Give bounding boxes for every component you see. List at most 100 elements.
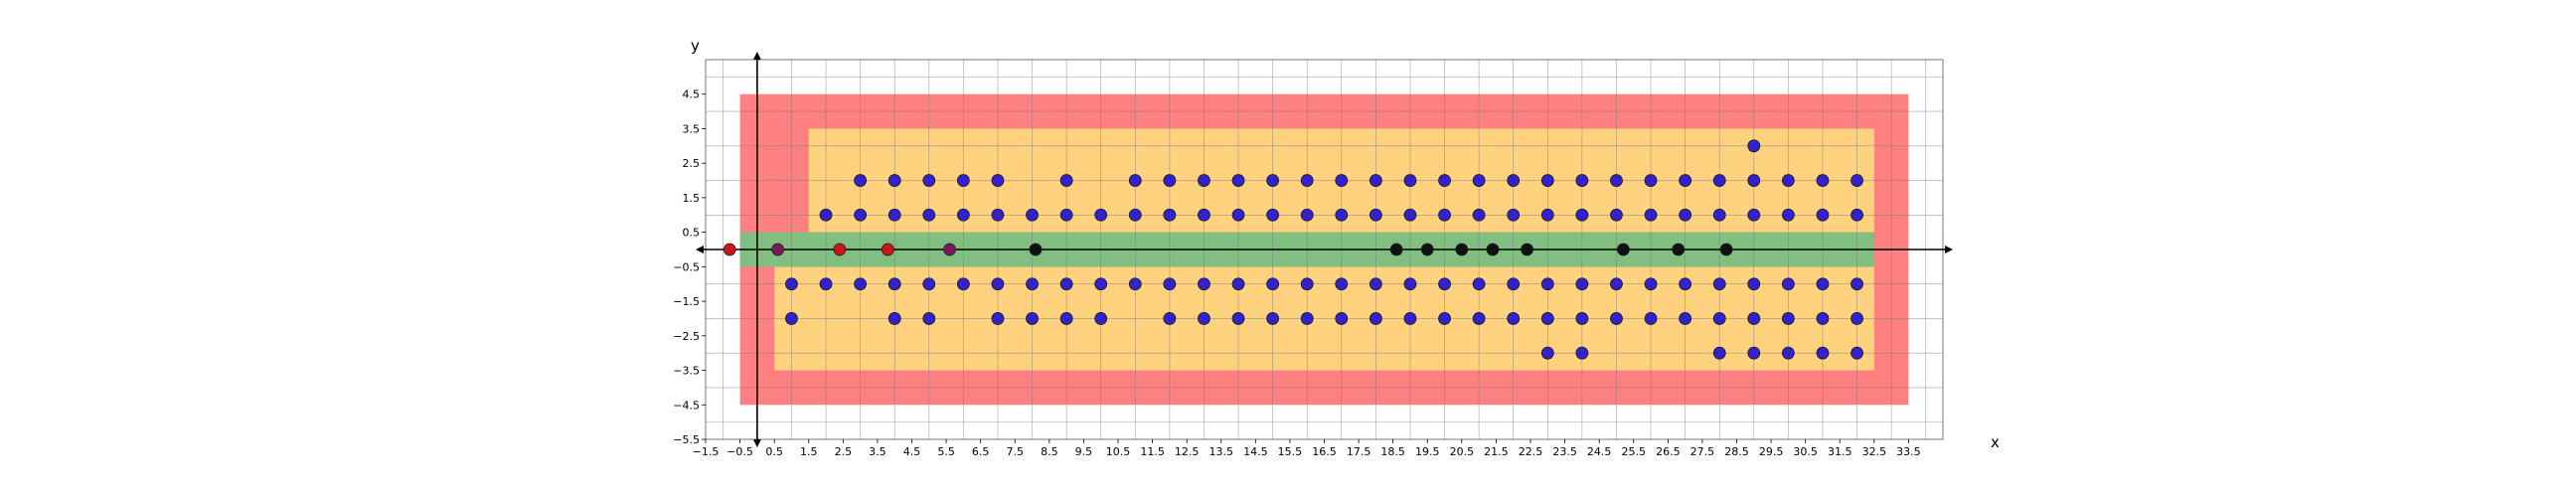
x-tick-label: 20.5: [1450, 445, 1475, 458]
data-point: [1540, 312, 1554, 325]
y-tick-label: −2.5: [673, 330, 700, 343]
data-point: [1198, 208, 1210, 222]
data-point: [1679, 277, 1692, 291]
data-point: [1472, 277, 1486, 291]
y-tick-label: 0.5: [683, 227, 701, 240]
x-tick-label: 15.5: [1278, 445, 1303, 458]
data-point: [1300, 174, 1314, 187]
data-point: [1266, 174, 1280, 187]
data-point: [1335, 312, 1349, 325]
data-point: [1610, 174, 1623, 187]
data-point: [1616, 243, 1630, 256]
data-point: [833, 243, 847, 256]
x-tick-label: 19.5: [1415, 445, 1440, 458]
x-tick-label: 33.5: [1896, 445, 1921, 458]
data-point: [1335, 174, 1349, 187]
data-point: [991, 277, 1005, 291]
data-point: [1094, 312, 1108, 325]
data-point: [1266, 312, 1280, 325]
data-point: [1059, 208, 1073, 222]
x-tick-label: −0.5: [726, 445, 753, 458]
x-tick-label: 31.5: [1828, 445, 1852, 458]
data-point: [1368, 312, 1382, 325]
x-tick-label: 32.5: [1862, 445, 1887, 458]
data-point: [1575, 346, 1589, 360]
data-point: [1163, 312, 1177, 325]
data-point: [771, 243, 785, 256]
data-point: [881, 243, 894, 256]
x-tick-label: 11.5: [1140, 445, 1165, 458]
data-point: [1198, 174, 1210, 187]
x-tick-label: 28.5: [1724, 445, 1749, 458]
data-point: [1781, 174, 1795, 187]
data-point: [1455, 243, 1469, 256]
y-axis-arrow-up: [752, 52, 761, 60]
data-point: [1438, 208, 1451, 222]
data-point: [1128, 208, 1142, 222]
data-point: [1026, 277, 1039, 291]
y-tick-label: 4.5: [683, 88, 701, 101]
data-point: [1747, 208, 1761, 222]
data-point: [1644, 174, 1658, 187]
data-point: [1540, 174, 1554, 187]
data-point: [1300, 208, 1314, 222]
data-point: [1026, 312, 1039, 325]
data-point: [1403, 277, 1417, 291]
x-tick-label: 7.5: [1007, 445, 1025, 458]
x-tick-label: 1.5: [800, 445, 818, 458]
tick-labels: −1.5 −0.5 0.5 1.5 2.5 3.5 4.5 5.5 6.5 7.5 8.5 9.5 10…: [673, 88, 1920, 458]
data-point: [1644, 312, 1658, 325]
data-point: [1266, 277, 1280, 291]
data-point: [1712, 277, 1726, 291]
data-point: [1420, 243, 1434, 256]
data-point: [1672, 243, 1686, 256]
data-point: [1610, 312, 1623, 325]
x-tick-label: 14.5: [1243, 445, 1268, 458]
data-point: [887, 208, 901, 222]
data-point: [1368, 174, 1382, 187]
data-point: [1507, 277, 1521, 291]
data-point: [1644, 208, 1658, 222]
data-point: [1851, 346, 1863, 360]
data-point: [1816, 277, 1830, 291]
data-point: [922, 277, 936, 291]
data-point: [1198, 312, 1210, 325]
data-point: [1575, 277, 1589, 291]
y-tick-label: 1.5: [683, 192, 701, 205]
data-point: [819, 208, 833, 222]
data-point: [1507, 312, 1521, 325]
data-point: [887, 174, 901, 187]
x-tick-label: 26.5: [1656, 445, 1681, 458]
data-point: [854, 277, 868, 291]
data-point: [1816, 346, 1830, 360]
data-point: [723, 243, 736, 256]
data-point: [854, 208, 868, 222]
x-tick-label: 30.5: [1793, 445, 1818, 458]
y-tick-label: 2.5: [683, 157, 701, 170]
data-point: [1128, 277, 1142, 291]
x-tick-label: 27.5: [1690, 445, 1715, 458]
data-point: [1486, 243, 1500, 256]
data-point: [922, 312, 936, 325]
data-point: [1719, 243, 1733, 256]
x-axis-label: x: [1991, 433, 2000, 451]
data-point: [1610, 208, 1623, 222]
data-point: [1368, 208, 1382, 222]
x-tick-label: 25.5: [1622, 445, 1647, 458]
data-point: [887, 312, 901, 325]
data-point: [1403, 312, 1417, 325]
y-tick-label: −1.5: [673, 295, 700, 308]
data-point: [1747, 277, 1761, 291]
x-tick-label: 16.5: [1312, 445, 1337, 458]
data-point: [922, 174, 936, 187]
data-point: [1029, 243, 1043, 256]
data-point: [1198, 277, 1210, 291]
data-point: [1507, 174, 1521, 187]
data-point: [1163, 208, 1177, 222]
x-axis-arrow-left: [696, 246, 704, 253]
data-point: [956, 208, 970, 222]
data-point: [1851, 277, 1863, 291]
data-point: [943, 243, 956, 256]
data-point: [1747, 139, 1761, 153]
data-point: [785, 312, 798, 325]
